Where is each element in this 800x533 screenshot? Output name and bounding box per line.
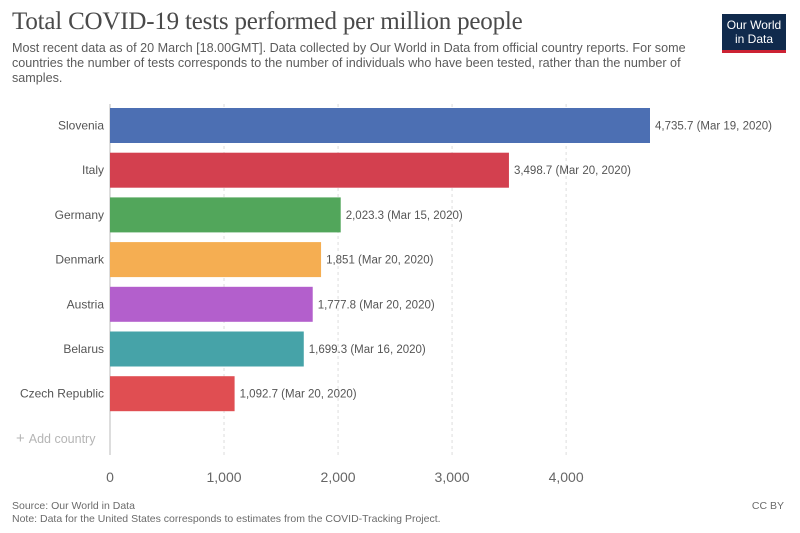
data-label: 1,777.8 (Mar 20, 2020) bbox=[318, 299, 435, 311]
chart-title: Total COVID-19 tests performed per milli… bbox=[12, 8, 523, 35]
x-tick-label: 2,000 bbox=[321, 469, 356, 485]
x-tick-label: 0 bbox=[106, 469, 114, 485]
bar bbox=[110, 242, 322, 278]
x-tick-label: 3,000 bbox=[435, 469, 470, 485]
logo-line-2: in Data bbox=[734, 32, 774, 46]
data-label: 3,498.7 (Mar 20, 2020) bbox=[514, 165, 631, 177]
plus-icon: + bbox=[16, 430, 25, 447]
footer: Source: Our World in Data Note: Data for… bbox=[12, 500, 441, 526]
x-tick-label: 4,000 bbox=[549, 469, 584, 485]
data-note: Note: Data for the United States corresp… bbox=[12, 513, 441, 525]
x-tick-label: 1,000 bbox=[207, 469, 242, 485]
license-label[interactable]: CC BY bbox=[751, 500, 784, 512]
bar bbox=[110, 376, 235, 412]
category-label: Germany bbox=[55, 208, 104, 222]
chart-subtitle: Most recent data as of 20 March [18.00GM… bbox=[12, 41, 686, 85]
data-label: 1,092.7 (Mar 20, 2020) bbox=[240, 389, 357, 401]
bar bbox=[110, 197, 341, 233]
bar bbox=[110, 286, 313, 322]
category-label: Austria bbox=[67, 297, 105, 311]
data-label: 1,851 (Mar 20, 2020) bbox=[326, 255, 434, 267]
data-label: 4,735.7 (Mar 19, 2020) bbox=[655, 121, 772, 133]
bar bbox=[110, 108, 650, 143]
data-label: 1,699.3 (Mar 16, 2020) bbox=[309, 344, 426, 356]
category-label: Denmark bbox=[55, 253, 105, 267]
category-label: Czech Republic bbox=[20, 387, 104, 401]
data-label: 2,023.3 (Mar 15, 2020) bbox=[346, 210, 463, 222]
add-country-label: Add country bbox=[28, 432, 96, 446]
category-label: Slovenia bbox=[58, 119, 104, 133]
category-label: Belarus bbox=[63, 342, 104, 356]
logo-line-1: Our World bbox=[726, 18, 782, 32]
category-label: Italy bbox=[82, 163, 104, 177]
bar bbox=[110, 331, 304, 367]
owid-logo[interactable]: Our World in Data bbox=[722, 14, 786, 53]
source-note: Source: Our World in Data bbox=[12, 500, 135, 512]
bar bbox=[110, 152, 509, 188]
add-country-button[interactable]: + Add country bbox=[16, 430, 95, 447]
